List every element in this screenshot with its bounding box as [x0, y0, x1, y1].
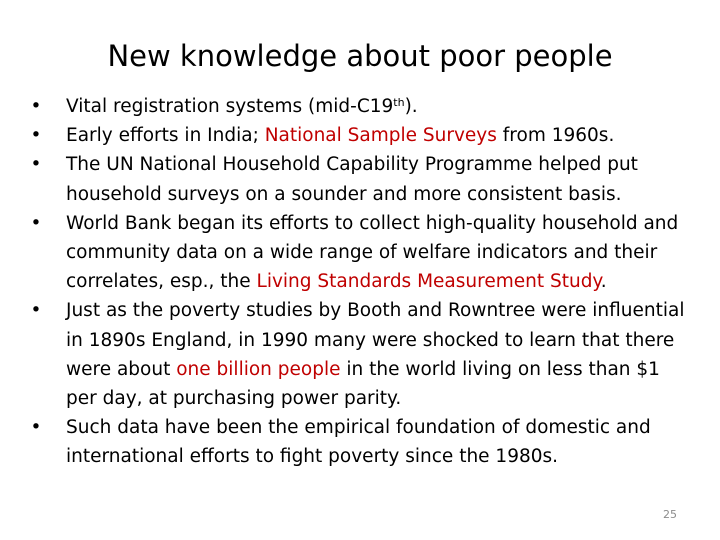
highlighted-text: Living Standards Measurement Study	[256, 271, 601, 293]
bullet-item-poverty-studies: • Just as the poverty studies by Booth a…	[28, 296, 696, 413]
bullet-item-un-programme: • The UN National Household Capability P…	[28, 150, 696, 208]
highlighted-text: National Sample Surveys	[264, 125, 497, 147]
bullet-icon: •	[30, 154, 42, 176]
bullet-item-india-efforts: • Early efforts in India; National Sampl…	[28, 121, 696, 150]
bullet-text: Early efforts in India;	[66, 125, 265, 147]
bullet-icon: •	[30, 212, 42, 234]
bullet-item-world-bank: • World Bank began its efforts to collec…	[28, 209, 696, 297]
bullet-text: Such data have been the empirical founda…	[66, 417, 651, 468]
bullet-icon: •	[30, 300, 42, 322]
bullet-icon: •	[30, 96, 42, 117]
bullet-text: Vital registration systems (mid-C19	[66, 96, 394, 117]
bullet-text: in the world living on less than $1 per …	[66, 358, 660, 410]
page-number: 25	[663, 508, 677, 521]
bullet-text: World Bank began its efforts to collect …	[66, 212, 679, 293]
bullet-text: The UN National Household Capability Pro…	[66, 154, 638, 205]
bullet-item-vital-registration: • Vital registration systems (mid-C19th)…	[28, 92, 696, 121]
bullet-list: • Vital registration systems (mid-C19th)…	[28, 92, 696, 472]
highlighted-text: one billion people	[176, 358, 341, 380]
bullet-item-empirical-foundation: • Such data have been the empirical foun…	[28, 413, 696, 471]
bullet-icon: •	[30, 125, 42, 147]
bullet-text: from 1960s.	[496, 125, 615, 147]
superscript-text: th	[393, 96, 405, 109]
bullet-text: ).	[404, 96, 418, 117]
slide-title: New knowledge about poor people	[107, 39, 613, 73]
bullet-text: .	[600, 271, 607, 293]
bullet-text: Just as the poverty studies by Booth and…	[66, 300, 685, 380]
bullet-icon: •	[30, 417, 42, 439]
